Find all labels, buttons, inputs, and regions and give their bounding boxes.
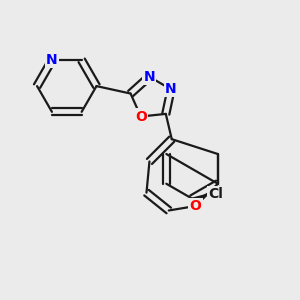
Text: N: N [46,53,58,68]
Text: O: O [190,199,202,213]
Text: N: N [143,70,155,84]
Text: N: N [165,82,177,96]
Text: Cl: Cl [208,187,223,201]
Text: O: O [135,110,147,124]
